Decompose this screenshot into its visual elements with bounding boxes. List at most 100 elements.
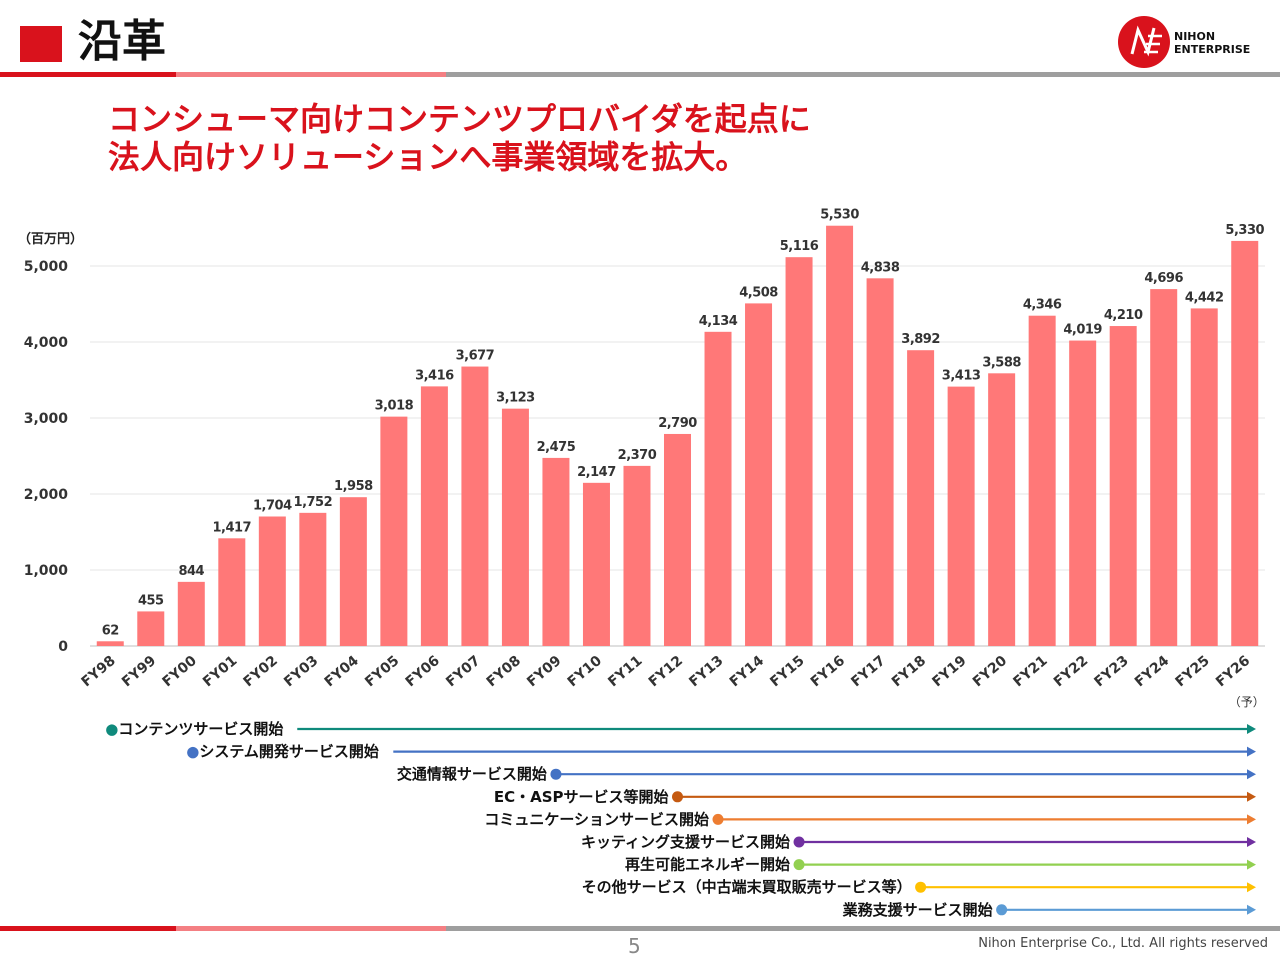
bar: [218, 538, 246, 646]
x-tick-label: FY26: [1213, 653, 1253, 690]
x-tick-label: FY02: [241, 653, 281, 690]
timeline-label: 業務支援サービス開始: [842, 901, 993, 919]
x-tick-label: FY25: [1172, 653, 1212, 690]
bar: [96, 641, 124, 646]
data-label: 1,417: [212, 520, 251, 535]
x-tick-label: FY21: [1010, 653, 1050, 690]
x-tick-label: FY14: [727, 653, 767, 691]
bar: [1028, 315, 1056, 646]
data-label: 3,018: [375, 399, 414, 414]
bar: [785, 257, 813, 646]
logo-text: NIHON ENTERPRISE: [1174, 30, 1250, 56]
bar: [299, 512, 327, 646]
timeline-label: コミュニケーションサービス開始: [484, 810, 709, 828]
bar: [177, 581, 205, 646]
bar: [137, 611, 165, 646]
x-tick-label: FY19: [929, 653, 969, 690]
company-logo-icon: [1118, 16, 1170, 68]
data-label: 3,413: [942, 369, 981, 384]
data-label: 3,892: [901, 332, 940, 347]
data-label: 4,019: [1063, 323, 1102, 338]
header-rule-gray: [446, 72, 1280, 77]
timeline-arrowhead: [1247, 837, 1256, 847]
data-label: 1,704: [253, 498, 292, 513]
x-tick-label: FY06: [403, 653, 443, 690]
x-tick-label: FY24: [1132, 653, 1172, 691]
data-label: 3,677: [456, 349, 495, 364]
data-label: 62: [102, 623, 119, 638]
bar: [1069, 340, 1097, 646]
timeline-label: キッティング支援サービス開始: [581, 833, 790, 851]
y-tick-label: 5,000: [24, 259, 69, 275]
data-label: 4,134: [699, 314, 738, 329]
x-tick-label: FY22: [1051, 653, 1091, 690]
bar: [461, 366, 489, 646]
bar: [582, 482, 610, 646]
x-tick-label: FY99: [119, 653, 159, 690]
bar: [907, 350, 935, 646]
logo-text-line1: NIHON: [1174, 30, 1216, 43]
title-marker: [20, 26, 62, 62]
x-tick-label: FY15: [767, 653, 807, 690]
y-tick-label: 1,000: [24, 563, 69, 579]
timeline-arrowhead: [1247, 814, 1256, 825]
x-tick-label: FY09: [524, 653, 564, 690]
data-label: 3,123: [496, 391, 535, 406]
x-tick-label: FY00: [160, 653, 200, 691]
x-tick-label: FY03: [281, 653, 321, 690]
x-tick-label: FY20: [970, 653, 1010, 691]
data-label: 2,475: [537, 440, 576, 455]
bar: [704, 331, 732, 646]
x-tick-label: FY08: [484, 653, 524, 690]
timeline-label: EC・ASPサービス等開始: [494, 788, 669, 806]
y-tick-label: 4,000: [24, 335, 69, 351]
data-label: 2,790: [658, 416, 697, 431]
x-tick-label: FY11: [605, 653, 645, 690]
bar: [826, 225, 854, 646]
footer-rule-red: [0, 926, 176, 931]
footer-rule-pink: [176, 926, 446, 931]
timeline-label: ●システム開発サービス開始: [186, 743, 379, 761]
x-tick-label: FY98: [79, 653, 119, 690]
y-tick-label: 0: [58, 639, 68, 655]
bar: [947, 386, 975, 646]
bar: [1231, 240, 1259, 647]
bar: [380, 416, 408, 646]
timeline-arrowhead: [1247, 791, 1256, 802]
timeline-arrowhead: [1247, 769, 1256, 780]
subtitle-line2: 法人向けソリューションへ事業領域を拡大。: [108, 138, 748, 176]
data-label: 2,147: [577, 465, 616, 480]
timeline-arrowhead: [1247, 904, 1256, 915]
copyright: Nihon Enterprise Co., Ltd. All rights re…: [978, 936, 1268, 951]
bar: [1109, 326, 1137, 646]
bar: [1190, 308, 1218, 646]
data-label: 4,442: [1185, 290, 1224, 305]
subtitle: コンシューマ向けコンテンツプロバイダを起点に 法人向けソリューションへ事業領域を…: [108, 100, 811, 176]
timeline-arrowhead: [1247, 882, 1256, 893]
data-label: 4,838: [861, 260, 900, 275]
bar: [1150, 289, 1178, 646]
header-rule-pink: [176, 72, 446, 77]
data-label: 4,508: [739, 285, 778, 300]
x-tick-label: FY10: [565, 653, 605, 691]
bar: [258, 516, 286, 646]
data-label: 5,330: [1225, 223, 1264, 238]
x-tick-label: FY12: [646, 653, 686, 690]
data-label: 5,530: [820, 208, 859, 223]
data-label: 844: [178, 564, 204, 579]
bar: [542, 457, 570, 646]
header-rule-red: [0, 72, 176, 77]
data-label: 4,210: [1104, 308, 1143, 323]
timeline-arrowhead: [1247, 724, 1256, 734]
y-unit-label: （百万円）: [18, 232, 84, 247]
x-tick-label: FY07: [443, 653, 483, 690]
x-tick-label: FY18: [889, 653, 929, 690]
timeline-label: 交通情報サービス開始: [397, 765, 547, 783]
data-label: 3,416: [415, 368, 454, 383]
timeline-arrowhead: [1247, 859, 1256, 870]
logo-text-line2: ENTERPRISE: [1174, 43, 1251, 56]
x-tick-label: FY05: [362, 653, 402, 690]
data-label: 5,116: [780, 239, 819, 254]
subtitle-line1: コンシューマ向けコンテンツプロバイダを起点に: [108, 100, 811, 138]
